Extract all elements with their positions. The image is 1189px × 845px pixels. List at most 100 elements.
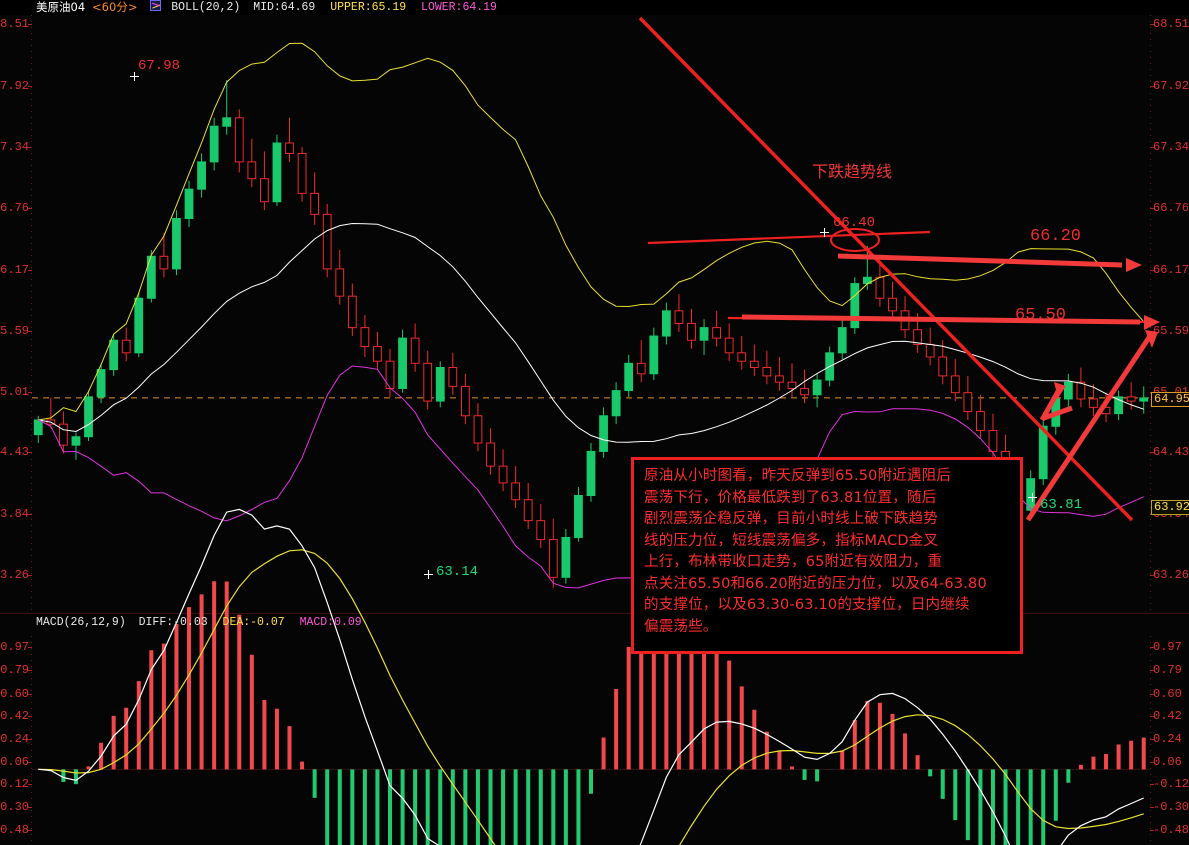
gutter-dot	[31, 315, 32, 316]
gutter-dot	[31, 195, 32, 196]
symbol-label[interactable]: 美原油04	[36, 0, 86, 14]
gutter-dot	[31, 309, 32, 310]
gutter-dot	[1150, 87, 1151, 88]
gutter-dot	[1150, 417, 1151, 418]
axis-tick-label: 63.84	[0, 507, 29, 522]
gutter-dot	[1150, 135, 1151, 136]
gutter-dot	[31, 339, 32, 340]
gutter-dot	[1150, 363, 1151, 364]
gutter-dot	[1150, 201, 1151, 202]
gutter-dot	[1150, 261, 1151, 262]
axis-tick-label: 67.34	[0, 140, 29, 155]
gutter-dot	[31, 291, 32, 292]
gutter-dot	[31, 531, 32, 532]
axis-tick-mark	[28, 208, 32, 210]
gutter-dot	[1150, 99, 1151, 100]
gutter-dot	[31, 33, 32, 34]
gutter-dot	[1150, 549, 1151, 550]
gutter-dot	[1150, 519, 1151, 520]
gutter-dot	[1150, 798, 1151, 799]
gutter-dot	[1150, 69, 1151, 70]
axis-tick-mark	[1150, 147, 1154, 149]
gutter-dot	[1150, 459, 1151, 460]
gutter-dot	[31, 129, 32, 130]
gutter-dot	[1150, 51, 1151, 52]
axis-tick-mark	[28, 24, 32, 26]
gutter-dot	[31, 363, 32, 364]
gutter-dot	[1150, 273, 1151, 274]
axis-tick-label: 64.43	[0, 445, 29, 460]
gutter-dot	[31, 207, 32, 208]
gutter-dot	[31, 375, 32, 376]
gutter-dot	[1150, 111, 1151, 112]
gutter-dot	[1150, 147, 1151, 148]
gutter-dot	[1150, 453, 1151, 454]
gutter-dot	[31, 237, 32, 238]
axis-tick-mark	[28, 807, 32, 809]
axis-tick-mark	[1150, 784, 1154, 786]
gutter-dot	[31, 642, 32, 643]
gutter-dot	[31, 507, 32, 508]
gutter-dot	[1150, 399, 1151, 400]
gutter-dot	[1150, 393, 1151, 394]
gutter-dot	[1150, 726, 1151, 727]
gutter-dot	[1150, 501, 1151, 502]
gutter-dot	[1150, 642, 1151, 643]
axis-tick-label: 66.76	[0, 201, 29, 216]
macd-dea-value: DEA:-0.07	[222, 616, 285, 629]
gutter-dot	[31, 780, 32, 781]
gutter-dot	[31, 786, 32, 787]
gutter-dot	[1150, 684, 1151, 685]
gutter-dot	[1150, 834, 1151, 835]
gutter-dot	[1150, 285, 1151, 286]
gutter-dot	[31, 111, 32, 112]
gutter-dot	[31, 828, 32, 829]
axis-tick-label: -0.12	[1153, 777, 1189, 792]
gutter-dot	[31, 345, 32, 346]
axis-tick-mark	[28, 514, 32, 516]
axis-tick-mark	[28, 716, 32, 718]
gutter-dot	[1150, 333, 1151, 334]
gutter-dot	[31, 501, 32, 502]
macd-macd-value: MACD:0.09	[299, 616, 362, 629]
indicator-name[interactable]: BOLL(20,2)	[171, 1, 241, 14]
gutter-dot	[31, 465, 32, 466]
period-label[interactable]: <60分>	[92, 0, 138, 14]
axis-tick-mark	[1150, 761, 1154, 763]
gutter-dot	[31, 171, 32, 172]
gutter-dot	[31, 21, 32, 22]
gutter-dot	[31, 213, 32, 214]
gutter-dot	[1150, 840, 1151, 841]
macd-axis-left: 0.97 0.79 0.60 0.42 0.24 0.06 -0.12 -0.30 -0.48	[0, 636, 32, 841]
gutter-dot	[31, 399, 32, 400]
gutter-dot	[1150, 423, 1151, 424]
gutter-dot	[1150, 561, 1151, 562]
axis-tick-label: -0.48	[0, 822, 29, 837]
axis-tick-label: -0.48	[1153, 822, 1189, 837]
axis-tick-mark	[28, 86, 32, 88]
gutter-dot	[1150, 513, 1151, 514]
gutter-dot	[31, 648, 32, 649]
axis-tick-label: 65.59	[0, 323, 29, 338]
axis-tick-label: 66.17	[1153, 262, 1189, 277]
axis-tick-label: 0.79	[0, 662, 29, 677]
axis-tick-mark	[1150, 208, 1154, 210]
gutter-dot	[1150, 339, 1151, 340]
axis-tick-label: 68.51	[1153, 17, 1189, 32]
axis-tick-mark	[1150, 330, 1154, 332]
gutter-dot	[31, 147, 32, 148]
gutter-dot	[31, 45, 32, 46]
gutter-dot	[1150, 165, 1151, 166]
gutter-dot	[1150, 543, 1151, 544]
axis-tick-mark	[28, 761, 32, 763]
gutter-dot	[31, 495, 32, 496]
macd-chart-pane[interactable]	[32, 508, 1150, 845]
axis-tick-label: 67.34	[1153, 140, 1189, 155]
gutter-dot	[1150, 495, 1151, 496]
gutter-dot	[31, 369, 32, 370]
gutter-dot	[1150, 810, 1151, 811]
axis-tick-mark	[1150, 86, 1154, 88]
gutter-dot	[31, 555, 32, 556]
macd-title[interactable]: MACD(26,12,9)	[36, 616, 126, 629]
gutter-dot	[1150, 15, 1151, 16]
